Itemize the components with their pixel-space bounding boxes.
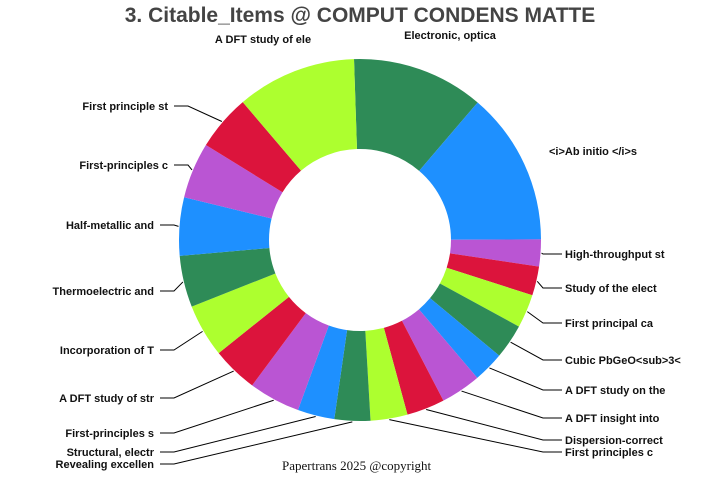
donut-slice [401, 309, 478, 401]
slice-label: Incorporation of T [60, 345, 154, 357]
leader-line [536, 280, 562, 289]
donut-slice [252, 313, 329, 411]
leader-lines [160, 105, 562, 465]
leader-line [527, 311, 562, 324]
donut-slice [450, 239, 541, 267]
slice-label: First-principles s [65, 428, 154, 440]
slice-label: Half-metallic and [66, 220, 154, 232]
slice-label: First principle st [82, 101, 168, 113]
donut-slice [179, 197, 272, 256]
copyright-footer: Papertrans 2025 @copyright [282, 458, 432, 473]
slice-label: Cubic PbGeO<sub>3< [565, 355, 681, 367]
leader-line [160, 330, 203, 351]
donut-slice [419, 102, 541, 240]
slice-label: A DFT study on the [565, 385, 665, 397]
donut-slices [179, 59, 541, 421]
leader-line [160, 416, 316, 453]
donut-slice [191, 273, 289, 354]
slice-label: Revealing excellen [56, 459, 155, 471]
leader-line [510, 341, 562, 361]
donut-slice [218, 296, 306, 386]
donut-slice [205, 102, 302, 193]
leader-line [489, 367, 562, 391]
slice-label: First principles c [565, 447, 653, 459]
donut-slice [297, 325, 348, 420]
slice-label: Thermoelectric and [53, 286, 154, 298]
slice-label: Structural, electr [67, 447, 155, 459]
slice-label: Dispersion-correct [565, 435, 663, 447]
leader-line [461, 390, 562, 419]
leader-line [174, 164, 193, 171]
donut-slice [439, 267, 533, 327]
donut-slice [429, 283, 519, 356]
donut-slice [184, 145, 283, 219]
slice-label: Electronic, optica [404, 30, 497, 42]
donut-slice [418, 298, 500, 378]
leader-line [160, 399, 274, 434]
donut-slice [334, 330, 371, 421]
slice-label: <i>Ab initio </i>s [549, 146, 637, 158]
slice-label: A DFT study of str [59, 393, 155, 405]
leader-line [174, 105, 223, 122]
leader-line [160, 224, 179, 227]
slice-label: A DFT insight into [565, 413, 660, 425]
leader-line [160, 421, 353, 465]
leader-line [160, 370, 234, 399]
slice-label: A DFT study of ele [215, 34, 311, 46]
slice-label: First principal ca [565, 318, 654, 330]
leader-line [541, 252, 562, 255]
donut-slice [446, 253, 540, 296]
leader-line [426, 409, 562, 441]
donut-slice [353, 59, 478, 171]
chart-title: 3. Citable_Items @ COMPUT CONDENS MATTE [124, 4, 596, 27]
slice-label: High-throughput st [565, 249, 665, 261]
slice-labels: Electronic, optica <i>Ab initio </i>s High… [53, 30, 681, 471]
slice-label: Study of the elect [565, 283, 657, 295]
leader-line [160, 281, 184, 292]
donut-slice [242, 59, 357, 171]
donut-slice [383, 320, 444, 415]
donut-slice [365, 327, 408, 421]
slice-label: First-principles c [79, 160, 168, 172]
donut-slice [179, 248, 276, 307]
leader-line [389, 419, 562, 453]
